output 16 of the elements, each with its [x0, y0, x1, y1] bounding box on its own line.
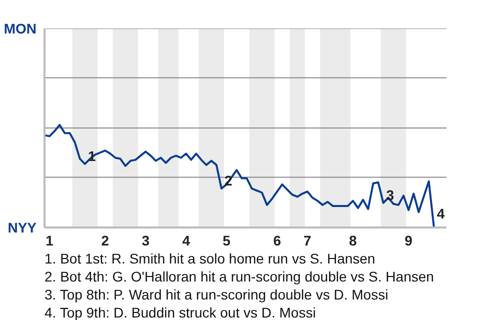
x-tick-label: 9: [404, 232, 413, 248]
annotation: 3: [386, 186, 394, 203]
x-tick-label: 2: [101, 232, 110, 248]
x-tick-label: 8: [349, 232, 358, 248]
x-tick-label: 4: [182, 232, 190, 248]
x-tick-label: 7: [304, 232, 312, 248]
text: NYY: [8, 220, 38, 236]
text: 3. Top 8th: P. Ward hit a run-scoring double vs D. Mossi: [44, 286, 388, 302]
text: MON: [4, 20, 37, 36]
text: 2. Bot 4th: G. O'Halloran hit a run-scoring double vs S. Hansen: [44, 268, 434, 284]
text: 1. Bot 1st: R. Smith hit a solo home run vs S. Hansen: [44, 250, 376, 266]
x-tick-label: 3: [142, 232, 150, 248]
x-tick-label: 6: [273, 232, 282, 248]
x-tick-label: 1: [46, 232, 54, 248]
x-tick-label: 5: [222, 232, 231, 248]
annotation: 4: [436, 205, 445, 222]
